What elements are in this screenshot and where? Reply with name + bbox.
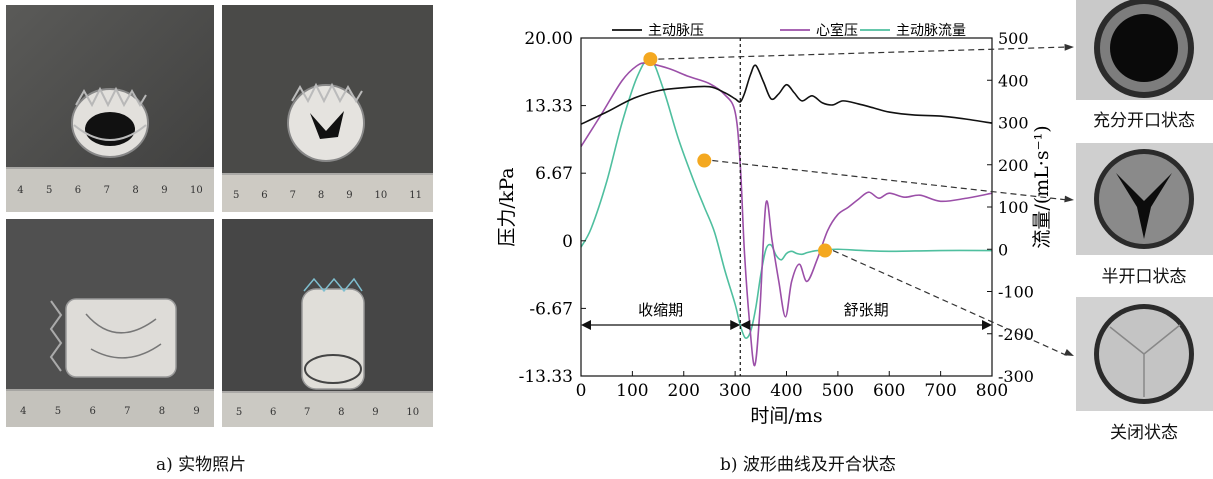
- y-right-tick-label: 0: [998, 240, 1008, 259]
- ruler-tick: 4: [17, 185, 24, 196]
- photo-top-left: 4 5 6 7 8 9 10: [6, 5, 214, 212]
- ruler-tick: 10: [374, 190, 388, 201]
- ruler-tick: 6: [74, 185, 82, 196]
- legend-label-ventricular-pressure: 心室压: [816, 22, 858, 39]
- ruler-tick: 6: [261, 190, 268, 201]
- x-tick-label: 600: [873, 381, 905, 401]
- ruler-tick: 11: [409, 190, 422, 201]
- valve-side-view-photo: [6, 219, 214, 427]
- y-right-tick-label: -300: [998, 367, 1034, 386]
- x-tick-label: 200: [668, 381, 700, 401]
- ruler-tick: 7: [304, 407, 311, 418]
- state-marker-1: [643, 52, 658, 67]
- ruler-tick: 9: [346, 190, 353, 201]
- y-left-tick-label: -6.67: [529, 299, 573, 319]
- ruler-tick: 8: [317, 190, 325, 201]
- series-line-aortic-pressure: [580, 64, 993, 125]
- legend-label-aortic-pressure: 主动脉压: [648, 23, 704, 39]
- state-marker-3: [818, 243, 833, 258]
- y-right-axis-label: 流量/(mL·s⁻¹): [1031, 125, 1053, 248]
- valve-state-open-label: 充分开口状态: [1093, 111, 1195, 131]
- x-tick-label: 100: [616, 381, 648, 401]
- ruler-tick: 5: [54, 406, 62, 417]
- ruler-tick: 10: [406, 407, 420, 418]
- valve-state-open-image: [1076, 0, 1213, 100]
- phase-arrow-head-right: [730, 319, 741, 330]
- valve-state-half-label: 半开口状态: [1101, 267, 1187, 287]
- phase-arrow-head-left: [740, 319, 751, 330]
- y-left-tick-label: 13.33: [524, 97, 573, 117]
- valve-state-half-image: [1076, 143, 1213, 255]
- y-right-tick-label: 200: [998, 156, 1029, 175]
- connector-arrowhead-1: [1064, 43, 1074, 51]
- x-tick-label: 800: [976, 381, 1008, 401]
- y-right-tick-label: 400: [998, 71, 1029, 90]
- connector-arrowhead-2: [1064, 195, 1074, 203]
- y-right-tick-label: 100: [998, 198, 1029, 217]
- phase-label: 舒张期: [844, 301, 889, 319]
- phase-arrow-head-right: [982, 319, 992, 330]
- valve-standing-view-photo: [222, 219, 433, 427]
- ruler-tick: 5: [235, 407, 243, 418]
- x-axis-label: 时间/ms: [750, 405, 822, 427]
- x-tick-label: 0: [576, 381, 587, 401]
- y-left-tick-label: 6.67: [535, 164, 573, 184]
- chart-series-group: [580, 58, 993, 367]
- ruler-tick: 9: [193, 406, 200, 417]
- y-right-tick-label: -200: [998, 325, 1034, 344]
- connector-line-3: [832, 249, 1069, 357]
- y-right-tick-label: 500: [998, 29, 1029, 48]
- valve-state-closed-image: [1076, 297, 1213, 411]
- valve-closed-icon: [1076, 297, 1213, 411]
- ruler-tick: 7: [124, 406, 131, 417]
- ruler-tick: 7: [103, 185, 110, 196]
- x-tick-label: 400: [770, 381, 802, 401]
- ruler-tick: 6: [89, 406, 96, 417]
- waveform-chart: 0 100 200 300 400 500 600 700 800 20.00 13.33 6.67 0…: [496, 22, 1074, 427]
- ruler-tick: 10: [189, 185, 203, 196]
- valve-top-view-photo: [6, 5, 214, 212]
- series-line-ventricular-pressure: [580, 62, 993, 367]
- ruler-tick: 9: [372, 407, 379, 418]
- ruler-tick: 8: [158, 406, 166, 417]
- x-tick-label: 700: [924, 381, 956, 401]
- chart-axes-group: 0 100 200 300 400 500 600 700 800 20.00 13.33 6.67 0…: [496, 29, 1053, 427]
- photo-bottom-right: 5 6 7 8 9 10: [222, 219, 433, 427]
- chart-annotations: 收缩期 舒张期: [581, 38, 1074, 376]
- ruler-tick: 9: [161, 185, 168, 196]
- y-right-tick-label: -100: [998, 283, 1034, 302]
- y-left-tick-label: -13.33: [519, 367, 573, 387]
- y-right-tick-label: 300: [998, 114, 1029, 133]
- chart-legend: 主动脉压 心室压 主动脉流量: [612, 22, 966, 39]
- ruler-tick: 6: [269, 407, 277, 418]
- ruler-tick: 4: [20, 406, 27, 417]
- ruler-tick: 7: [289, 190, 296, 201]
- x-tick-label: 500: [822, 381, 854, 401]
- phase-label: 收缩期: [638, 301, 683, 319]
- caption-b: b) 波形曲线及开合状态: [720, 455, 896, 475]
- y-left-tick-label: 20.00: [524, 29, 573, 49]
- photo-top-right: 5 6 7 8 9 10 11: [222, 5, 433, 212]
- x-tick-label: 300: [719, 381, 751, 401]
- photo-bottom-left: 4 5 6 7 8 9: [6, 219, 214, 427]
- y-left-axis-label: 压力/kPa: [496, 167, 518, 246]
- legend-label-aortic-flow: 主动脉流量: [896, 23, 966, 39]
- ruler-tick: 5: [232, 190, 240, 201]
- ruler-tick: 5: [46, 185, 53, 196]
- connector-arrowhead-3: [1064, 349, 1074, 356]
- ruler-tick: 8: [338, 407, 345, 418]
- phase-arrow-head-left: [581, 319, 591, 330]
- connector-line-1: [658, 46, 1069, 60]
- caption-a: a) 实物照片: [156, 455, 247, 475]
- chart-markers-group: [643, 52, 833, 258]
- y-left-tick-label: 0: [562, 232, 573, 252]
- valve-state-closed-label: 关闭状态: [1110, 423, 1178, 443]
- valve-outflow-view-photo: [222, 5, 433, 212]
- valve-open-icon: [1076, 0, 1213, 100]
- ruler-tick: 8: [132, 185, 139, 196]
- valve-half-open-icon: [1076, 143, 1213, 255]
- state-marker-2: [697, 153, 712, 168]
